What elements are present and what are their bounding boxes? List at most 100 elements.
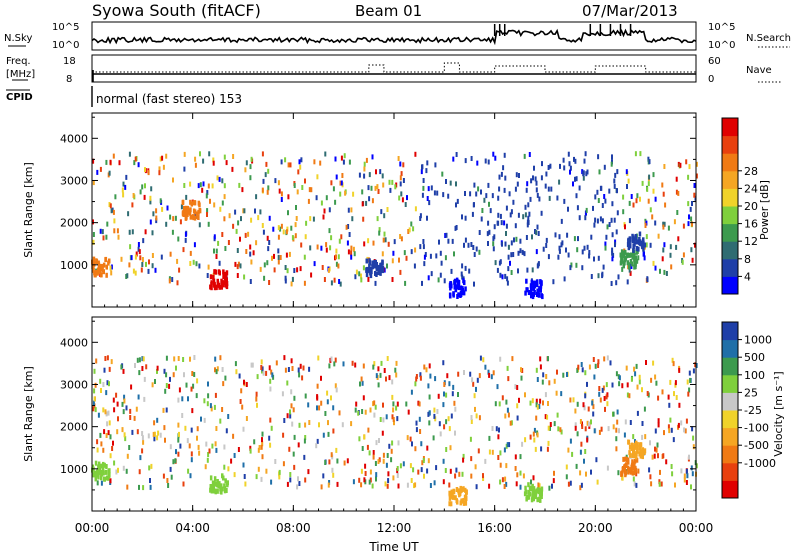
echo-cluster-cell xyxy=(540,486,544,492)
echo-cluster-cell xyxy=(225,488,228,493)
echo-cell xyxy=(616,188,618,194)
echo-cell xyxy=(244,232,247,238)
echo-cluster-cell xyxy=(638,451,641,457)
echo-cell xyxy=(615,446,618,452)
echo-cell xyxy=(123,394,126,400)
echo-cell xyxy=(375,169,377,175)
echo-cell xyxy=(429,373,432,379)
echo-cell xyxy=(137,246,140,252)
echo-cell xyxy=(136,429,139,435)
echo-cell xyxy=(190,457,193,463)
echo-cluster-cell xyxy=(532,486,536,492)
echo-cell xyxy=(594,194,597,200)
echo-cell xyxy=(645,242,648,248)
echo-cluster-cell xyxy=(527,290,531,295)
echo-cluster-cell xyxy=(452,291,455,297)
echo-cell xyxy=(140,267,143,273)
echo-cell xyxy=(153,436,156,442)
echo-cell xyxy=(616,169,619,175)
echo-cluster-cell xyxy=(103,476,106,482)
echo-cluster-cell xyxy=(189,207,192,213)
echo-cell xyxy=(310,272,313,278)
echo-cell xyxy=(372,450,375,455)
echo-cell xyxy=(303,454,306,460)
echo-cell xyxy=(685,418,688,424)
echo-cell xyxy=(290,389,293,395)
echo-cell xyxy=(426,445,429,451)
echo-cell xyxy=(524,437,527,443)
echo-cluster-cell xyxy=(636,442,639,448)
echo-cell xyxy=(108,420,111,426)
freq-tick-low: 8 xyxy=(66,74,72,85)
echo-cell xyxy=(415,420,418,426)
echo-cluster-cell xyxy=(627,439,630,445)
echo-cell xyxy=(219,206,222,212)
freq-tick-high: 18 xyxy=(63,56,76,67)
echo-cell xyxy=(148,259,150,265)
echo-cluster-cell xyxy=(455,487,459,492)
echo-cell xyxy=(297,476,299,482)
echo-cell xyxy=(166,205,169,211)
echo-cell xyxy=(286,380,289,386)
echo-cell xyxy=(539,364,542,370)
echo-cell xyxy=(454,430,456,436)
echo-cell xyxy=(245,249,248,254)
echo-cell xyxy=(461,214,463,220)
echo-cell xyxy=(427,186,430,192)
echo-cell xyxy=(530,479,532,485)
echo-cell xyxy=(473,202,475,208)
nsky-tick-low-left: 10^0 xyxy=(52,40,79,51)
echo-cell xyxy=(166,478,169,483)
echo-cell xyxy=(289,413,292,419)
echo-cell xyxy=(578,185,581,191)
echo-cluster-cell xyxy=(464,494,467,500)
echo-cell xyxy=(316,405,318,411)
echo-cluster-cell xyxy=(100,471,104,477)
echo-cell xyxy=(460,271,463,277)
echo-cell xyxy=(390,457,393,463)
echo-cell xyxy=(165,372,168,378)
echo-cell xyxy=(418,416,421,422)
echo-cell xyxy=(284,157,287,163)
echo-cell xyxy=(423,364,426,370)
echo-cell xyxy=(243,474,246,479)
echo-cell xyxy=(172,216,175,222)
echo-cell xyxy=(158,170,161,176)
echo-cell xyxy=(172,177,174,183)
echo-cell xyxy=(112,440,114,446)
echo-cell xyxy=(615,371,618,377)
echo-cluster-cell xyxy=(629,243,632,249)
echo-cell xyxy=(690,465,693,471)
echo-cell xyxy=(475,484,478,490)
power-x-ticks xyxy=(91,113,697,307)
echo-cell xyxy=(505,231,507,236)
echo-cell xyxy=(151,382,154,388)
colorbar-segment xyxy=(722,118,738,137)
echo-cell xyxy=(546,414,549,420)
echo-cell xyxy=(651,454,654,460)
echo-cell xyxy=(293,434,296,440)
echo-cell xyxy=(346,458,349,464)
date-title: 07/Mar/2013 xyxy=(582,2,678,20)
echo-cell xyxy=(304,393,307,399)
echo-cell xyxy=(265,468,268,474)
echo-cluster-cell xyxy=(381,268,384,274)
echo-cell xyxy=(358,271,361,277)
velocity-ylabel: Slant Range [km] xyxy=(22,366,35,462)
echo-cluster-cell xyxy=(633,253,636,259)
echo-cell xyxy=(155,215,158,221)
echo-cell xyxy=(584,370,587,376)
echo-cell xyxy=(189,181,192,187)
echo-cell xyxy=(597,255,600,261)
echo-cell xyxy=(203,398,206,404)
echo-cell xyxy=(145,261,147,267)
echo-cell xyxy=(409,463,412,469)
echo-cell xyxy=(384,237,387,243)
echo-cell xyxy=(530,178,533,184)
echo-cell xyxy=(538,483,541,489)
echo-cell xyxy=(122,465,125,471)
echo-cell xyxy=(626,392,629,398)
echo-cell xyxy=(347,224,350,229)
echo-cell xyxy=(581,421,583,427)
echo-cell xyxy=(150,186,153,192)
